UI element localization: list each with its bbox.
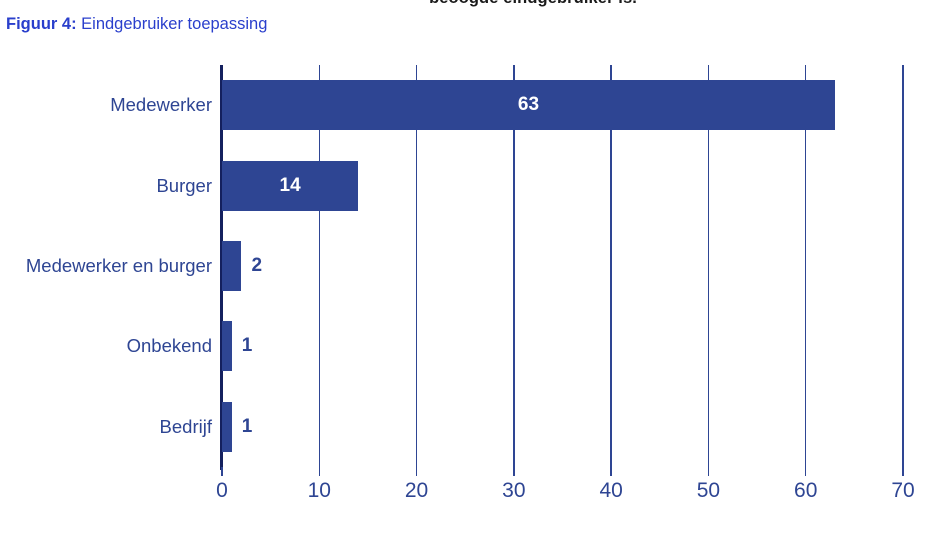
bar-onbekend[interactable] bbox=[222, 321, 232, 372]
figure-caption-label: Eindgebruiker toepassing bbox=[76, 15, 268, 33]
bar-value-label: 1 bbox=[241, 415, 253, 437]
x-axis-tick-label-40: 40 bbox=[599, 479, 623, 502]
gridline-30 bbox=[513, 65, 515, 467]
gridline-40 bbox=[610, 65, 612, 467]
x-axis-tick-label-70: 70 bbox=[891, 479, 915, 502]
gridline-70 bbox=[902, 65, 904, 467]
y-axis-label-burger: Burger bbox=[156, 174, 212, 196]
y-axis-category-labels: Medewerker Burger Medewerker en burger Onbe… bbox=[0, 65, 212, 467]
figure-number-label: Figuur 4: bbox=[6, 15, 77, 33]
bar-row[interactable]: 63 bbox=[222, 80, 903, 131]
x-axis-tick-60 bbox=[805, 467, 807, 476]
bar-value-label: 1 bbox=[241, 335, 253, 357]
x-axis-tick-20 bbox=[415, 467, 418, 476]
plot-area: 0 10 20 30 40 50 60 70 63 14 2 1 1 bbox=[216, 65, 915, 502]
bar-medewerker-en-burger[interactable] bbox=[222, 241, 242, 291]
x-axis-tick-30 bbox=[513, 467, 515, 476]
x-axis-tick-label-20: 20 bbox=[404, 479, 429, 502]
x-axis-tick-0 bbox=[221, 467, 223, 476]
y-axis-label-medewerker: Medewerker bbox=[110, 94, 212, 116]
y-axis-label-onbekend: Onbekend bbox=[126, 335, 212, 357]
gridline-20 bbox=[415, 65, 418, 467]
bar-row[interactable]: 1 bbox=[222, 401, 903, 452]
bar-value-label: 2 bbox=[251, 255, 263, 276]
x-axis-tick-label-10: 10 bbox=[307, 479, 331, 502]
gridline-10 bbox=[318, 65, 320, 467]
x-axis-tick-40 bbox=[610, 467, 612, 476]
x-axis-tick-label-50: 50 bbox=[696, 479, 721, 502]
gridline-60 bbox=[805, 65, 807, 467]
cutoff-body-text: beoogde eindgebruiker is. bbox=[0, 0, 946, 9]
x-axis-tick-label-30: 30 bbox=[502, 479, 526, 502]
gridline-50 bbox=[707, 65, 710, 467]
bar-row[interactable]: 14 bbox=[222, 160, 903, 211]
bar-burger[interactable] bbox=[222, 160, 359, 211]
y-axis-label-medewerker-en-burger: Medewerker en burger bbox=[25, 255, 212, 276]
y-axis-line bbox=[220, 65, 223, 470]
x-axis-tick-70 bbox=[902, 467, 904, 476]
bar-row[interactable]: 1 bbox=[222, 321, 903, 372]
y-axis-label-bedrijf: Bedrijf bbox=[159, 415, 212, 437]
cutoff-body-text-label: beoogde eindgebruiker is. bbox=[309, 0, 637, 8]
page-title: Figuur 4: Eindgebruiker toepassing bbox=[6, 14, 267, 34]
x-axis-tick-10 bbox=[318, 467, 320, 476]
x-axis-tick-label-0: 0 bbox=[216, 479, 228, 502]
bar-row[interactable]: 2 bbox=[222, 241, 903, 291]
x-axis-tick-50 bbox=[707, 467, 710, 476]
x-axis-tick-label-60: 60 bbox=[794, 479, 818, 502]
bar-medewerker[interactable] bbox=[222, 80, 835, 131]
bar-bedrijf[interactable] bbox=[222, 401, 232, 452]
